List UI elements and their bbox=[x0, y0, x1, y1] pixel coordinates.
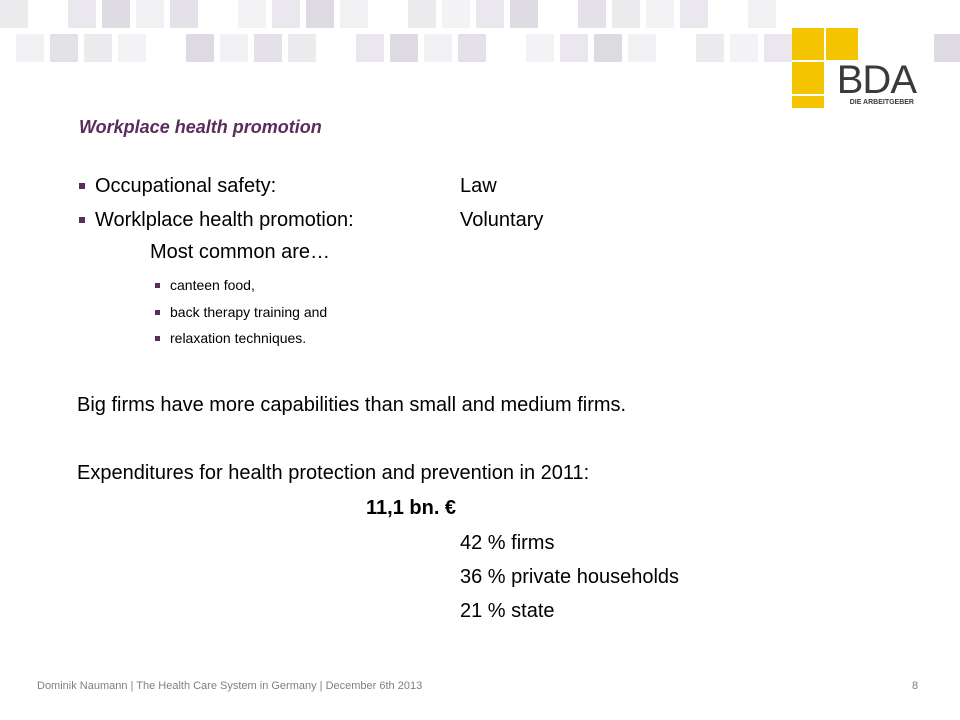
decorative-square bbox=[118, 34, 146, 62]
expenditures-intro: Expenditures for health protection and p… bbox=[77, 462, 590, 484]
decorative-square bbox=[578, 0, 606, 28]
sub-bullet-text: relaxation techniques. bbox=[170, 330, 307, 346]
footer-text: Dominik Naumann | The Health Care System… bbox=[37, 680, 423, 692]
expenditures-total: 11,1 bn. € bbox=[366, 497, 457, 519]
decorative-square bbox=[50, 34, 78, 62]
decorative-square bbox=[510, 0, 538, 28]
sub-bullet-text: back therapy training and bbox=[170, 304, 328, 320]
bullet-label: Worklplace health promotion: bbox=[95, 209, 354, 231]
decorative-square bbox=[136, 0, 164, 28]
decorative-square bbox=[306, 0, 334, 28]
bullet-square-icon bbox=[155, 283, 160, 288]
decorative-square bbox=[612, 0, 640, 28]
decorative-square bbox=[476, 0, 504, 28]
decorative-square bbox=[680, 0, 708, 28]
bda-logo: BDA DIE ARBEITGEBER bbox=[792, 28, 920, 108]
decorative-square bbox=[84, 34, 112, 62]
most-common-intro: Most common are… bbox=[150, 241, 331, 263]
decorative-square bbox=[220, 34, 248, 62]
decorative-square-strip bbox=[0, 0, 960, 70]
bullet-value: Law bbox=[460, 175, 497, 197]
decorative-square bbox=[390, 34, 418, 62]
logo-tagline: DIE ARBEITGEBER bbox=[849, 99, 914, 106]
slide-title: Workplace health promotion bbox=[79, 117, 322, 137]
decorative-square bbox=[748, 0, 776, 28]
decorative-square bbox=[170, 0, 198, 28]
decorative-square bbox=[272, 0, 300, 28]
decorative-square bbox=[560, 34, 588, 62]
capabilities-statement: Big firms have more capabilities than sm… bbox=[77, 394, 627, 416]
decorative-square bbox=[628, 34, 656, 62]
decorative-square bbox=[238, 0, 266, 28]
sub-bullet-text: canteen food, bbox=[170, 277, 255, 293]
decorative-square bbox=[340, 0, 368, 28]
bullet-square-icon bbox=[155, 310, 160, 315]
decorative-square bbox=[696, 34, 724, 62]
share-state: 21 % state bbox=[460, 600, 555, 622]
decorative-square bbox=[730, 34, 758, 62]
decorative-square bbox=[0, 0, 28, 28]
decorative-square bbox=[408, 0, 436, 28]
bullet-value: Voluntary bbox=[460, 209, 544, 231]
decorative-square bbox=[186, 34, 214, 62]
decorative-square bbox=[646, 0, 674, 28]
decorative-square bbox=[254, 34, 282, 62]
decorative-square bbox=[458, 34, 486, 62]
share-firms: 42 % firms bbox=[460, 532, 555, 554]
bullet-square-icon bbox=[79, 217, 85, 223]
decorative-square bbox=[288, 34, 316, 62]
decorative-square bbox=[424, 34, 452, 62]
page-number: 8 bbox=[912, 680, 919, 692]
bullet-square-icon bbox=[155, 336, 160, 341]
decorative-square bbox=[442, 0, 470, 28]
decorative-square bbox=[934, 34, 960, 62]
bullet-square-icon bbox=[79, 183, 85, 189]
bullet-label: Occupational safety: bbox=[95, 175, 277, 197]
decorative-square bbox=[526, 34, 554, 62]
share-private-households: 36 % private households bbox=[460, 566, 680, 588]
decorative-square bbox=[68, 0, 96, 28]
decorative-square bbox=[594, 34, 622, 62]
decorative-square bbox=[16, 34, 44, 62]
decorative-square bbox=[102, 0, 130, 28]
decorative-square bbox=[764, 34, 792, 62]
decorative-square bbox=[356, 34, 384, 62]
logo-brand: BDA bbox=[824, 60, 917, 100]
